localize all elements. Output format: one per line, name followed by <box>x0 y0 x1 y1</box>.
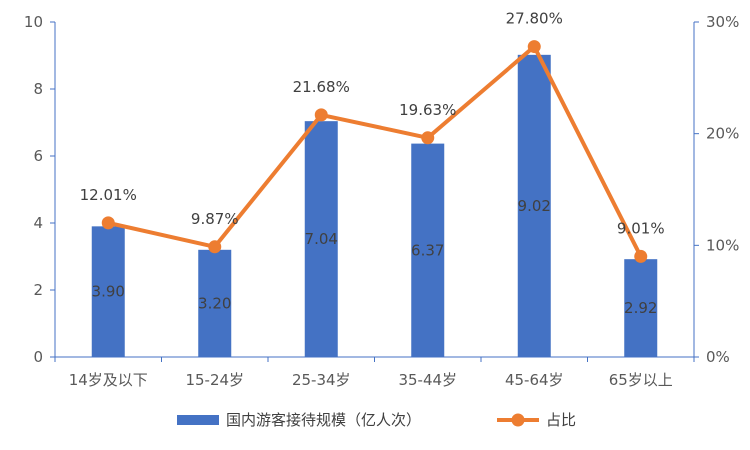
line-series <box>101 40 648 263</box>
bar-value-label: 3.20 <box>198 294 231 312</box>
line-value-label: 19.63% <box>399 101 456 119</box>
y-tick-label-right: 30% <box>706 13 739 31</box>
bar <box>517 54 551 357</box>
x-tick-label: 45-64岁 <box>505 371 564 389</box>
x-tick-label: 35-44岁 <box>398 371 457 389</box>
legend-bar-label: 国内游客接待规模（亿人次） <box>226 411 421 429</box>
bar <box>624 259 658 357</box>
legend: 国内游客接待规模（亿人次） 占比 <box>177 411 576 429</box>
line-value-label: 27.80% <box>506 10 563 28</box>
line-point <box>421 131 435 145</box>
x-tick-label: 65岁以上 <box>609 371 673 389</box>
line-point <box>314 108 328 122</box>
line-value-label: 9.01% <box>617 219 665 237</box>
axes: 0 2 4 6 8 10 0% 10% 20% 30% 14岁及以下 15-24岁 25-34岁 35-4… <box>24 13 739 389</box>
y-tick-label-right: 20% <box>706 125 739 143</box>
y-tick-label-left: 10 <box>24 13 43 31</box>
line-value-label: 21.68% <box>293 78 350 96</box>
bar-value-label: 2.92 <box>624 299 657 317</box>
x-tick-label: 25-34岁 <box>292 371 351 389</box>
bar-value-label: 7.04 <box>305 230 338 248</box>
y-tick-label-right: 0% <box>706 348 730 366</box>
bar <box>304 121 338 357</box>
line-value-label: 12.01% <box>80 186 137 204</box>
bar-value-label: 6.37 <box>411 241 444 259</box>
y-tick-label-left: 0 <box>33 348 43 366</box>
x-tick-label: 15-24岁 <box>185 371 244 389</box>
line-value-label: 9.87% <box>191 210 239 228</box>
bar-value-label: 3.90 <box>92 283 125 301</box>
bar <box>198 249 232 357</box>
bar <box>411 143 445 357</box>
legend-line-marker <box>511 413 525 427</box>
line-point <box>101 216 115 230</box>
y-tick-label-left: 4 <box>33 214 43 232</box>
legend-line-label: 占比 <box>546 411 576 429</box>
bar-value-label: 9.02 <box>518 197 551 215</box>
y-tick-label-left: 2 <box>33 281 43 299</box>
y-tick-label-left: 6 <box>33 147 43 165</box>
line-point <box>634 249 648 263</box>
line-point <box>527 40 541 54</box>
data-labels: 3.90 3.20 7.04 6.37 9.02 2.92 12.01% 9.87% 21.68… <box>80 10 665 318</box>
legend-bar-swatch <box>177 415 219 425</box>
x-tick-label: 14岁及以下 <box>69 371 148 389</box>
y-tick-label-left: 8 <box>33 80 43 98</box>
line-point <box>208 240 222 254</box>
bar <box>91 226 125 357</box>
line-path <box>106 44 643 259</box>
bar-series <box>91 54 658 357</box>
y-tick-label-right: 10% <box>706 236 739 254</box>
